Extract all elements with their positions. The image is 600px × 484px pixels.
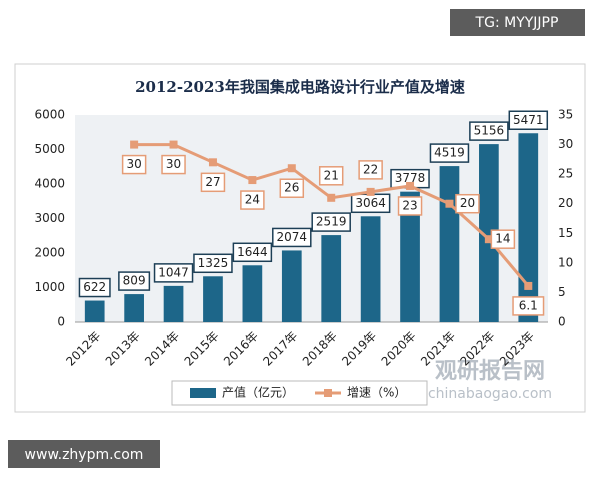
watermark-box [8,440,160,468]
data-label-box [153,263,194,283]
data-label: 21 [324,168,339,182]
data-label: 5471 [513,113,544,127]
line-point [445,199,454,208]
data-label: 20 [460,196,475,210]
data-label-box [118,271,151,291]
data-label: 22 [363,162,378,176]
data-label-box [193,253,233,274]
y-tick-label: 4000 [34,177,65,191]
y-tick-label: 3000 [34,211,65,225]
legend: 产值（亿元） 增速（%） [171,380,428,406]
chart-title: 2012-2023年我国集成电路设计行业产值及增速 [135,78,465,96]
bar [242,265,263,322]
data-label-box [240,190,265,210]
legend-swatch [190,388,216,398]
watermark: www.zhypm.com [25,447,144,463]
data-label-box [469,121,509,141]
data-label-box [161,154,186,175]
line-point [406,181,415,190]
data-label-box [358,160,383,180]
data-label: 30 [126,157,141,171]
bar [321,235,342,322]
data-label-box [232,242,273,263]
legend-swatch [324,389,332,397]
legend-frame [171,380,428,406]
line-point [130,140,139,149]
data-label: 3064 [355,196,386,210]
data-label: 2519 [316,215,347,229]
legend-label: 增速（%） [347,386,406,400]
data-label: 1644 [237,245,268,259]
data-label-box [272,227,312,248]
bar [479,144,499,322]
watermark: TG: MYYJJPP [475,15,559,31]
data-label: 5156 [474,124,505,138]
data-label: 6.1 [519,298,538,312]
data-label-box [318,166,344,186]
line-point [208,158,217,167]
data-label-box [508,110,549,131]
bar [360,216,381,322]
y2-tick-label: 15 [558,226,573,240]
data-label: 14 [495,232,510,246]
watermark-box [450,9,585,36]
watermark: chinabaogao.com [428,386,552,402]
data-label-box [455,193,480,214]
y2-tick-label: 35 [558,108,573,122]
line-point [169,140,178,149]
y2-tick-label: 10 [558,255,573,269]
data-label: 622 [83,280,106,294]
data-label-box [512,296,545,316]
y2-tick-label: 5 [558,285,566,299]
bar [400,191,420,322]
line-point [327,193,336,202]
data-label: 1325 [198,256,229,270]
bar [203,276,223,322]
line-point [366,187,375,196]
data-label: 30 [166,157,181,171]
legend-label: 产值（亿元） [222,385,294,400]
data-label-box [490,229,516,249]
bar [518,133,539,322]
data-label-box [78,277,111,298]
data-label-box [200,172,226,193]
data-label-box [279,178,305,198]
y2-tick-label: 25 [558,167,573,181]
data-label: 24 [245,193,260,207]
y-tick-label: 2000 [34,246,65,260]
data-label-box [397,196,423,216]
y-tick-label: 5000 [34,142,65,156]
data-label: 2074 [277,230,308,244]
data-label-box [121,154,147,175]
bar [163,285,184,322]
y2-tick-label: 30 [558,137,573,151]
line-point [524,281,533,290]
y-tick-label: 6000 [34,108,65,122]
bar [281,250,302,322]
data-label: 26 [284,181,299,195]
y2-tick-label: 0 [558,315,566,329]
y2-tick-label: 20 [558,196,573,210]
data-label: 809 [123,274,146,288]
y-tick-label: 0 [57,315,65,329]
line-point [248,176,257,185]
data-label: 3778 [395,171,426,185]
bar [124,294,144,322]
data-label: 23 [402,198,417,212]
y-tick-label: 1000 [34,280,65,294]
data-label-box [429,143,470,163]
bar [439,166,460,322]
watermark: 观研报告网 [435,359,545,384]
line-point [484,235,493,244]
bar [84,300,105,322]
data-label: 1047 [158,265,189,279]
data-label: 4519 [434,146,465,160]
data-label-box [311,212,351,232]
data-label: 27 [205,175,220,189]
line-point [287,164,296,173]
